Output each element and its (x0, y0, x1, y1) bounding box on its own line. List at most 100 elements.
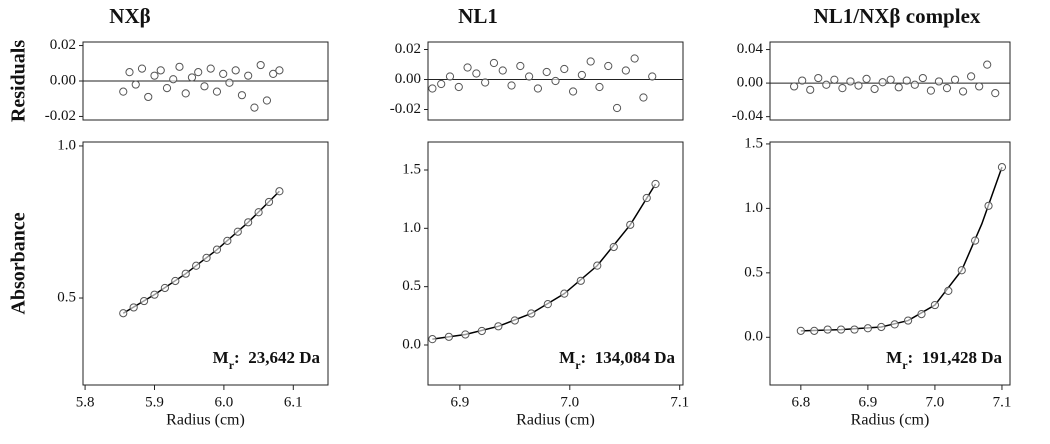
data-point (593, 261, 602, 270)
data-point (444, 332, 453, 341)
mass-symbol: M (559, 348, 575, 367)
data-point (219, 69, 228, 79)
data-point (926, 86, 935, 95)
data-point (814, 73, 823, 83)
data-point (930, 300, 940, 310)
data-point (175, 62, 184, 71)
y-tick-label: 1.0 (402, 220, 421, 236)
y-tick-label: 0.0 (402, 336, 421, 352)
data-point (630, 54, 639, 63)
data-point (137, 64, 147, 73)
data-point (838, 84, 847, 93)
data-point (822, 80, 831, 89)
data-point (171, 276, 180, 286)
data-point (461, 330, 470, 339)
data-point (494, 322, 503, 331)
data-point (626, 220, 635, 229)
data-point (543, 300, 552, 309)
data-point (854, 81, 863, 90)
x-tick-label: 5.8 (76, 394, 95, 410)
y-tick-label: 1.5 (744, 135, 763, 151)
data-point (651, 179, 660, 189)
data-point (642, 193, 651, 203)
plot-frame (427, 141, 684, 386)
data-point (910, 80, 919, 89)
data-point (863, 324, 872, 333)
mass-subscript: r (229, 358, 235, 372)
data-point (823, 325, 832, 334)
data-point (212, 87, 222, 96)
data-point (957, 266, 966, 275)
data-point (507, 81, 516, 90)
data-point (527, 309, 536, 318)
data-point (542, 67, 551, 77)
x-tick-label: 7.1 (670, 394, 689, 410)
data-point (510, 316, 519, 325)
data-point (244, 71, 253, 80)
x-tick-label: 6.9 (451, 394, 470, 410)
data-point (262, 96, 272, 105)
data-point (477, 326, 486, 336)
mass-subscript: r (575, 358, 581, 372)
data-point (454, 82, 463, 92)
data-point (862, 74, 871, 84)
data-point (169, 75, 178, 84)
y-tick-label: 0.5 (744, 264, 763, 280)
data-point (806, 85, 815, 94)
data-point (200, 82, 209, 91)
data-point (181, 269, 190, 278)
data-point (233, 227, 242, 236)
x-tick-label: 6.8 (791, 394, 810, 410)
data-point (967, 72, 976, 81)
panel-title: NL1 (458, 4, 498, 28)
panel-title: NXβ (109, 4, 150, 28)
y-axis-label: Absorbance (8, 212, 30, 314)
data-point (428, 335, 437, 344)
data-point (902, 76, 911, 85)
y-tick-label: 0.00 (395, 71, 421, 87)
data-point (958, 87, 968, 96)
data-point (810, 326, 819, 335)
data-point (231, 66, 240, 75)
data-point (836, 325, 846, 334)
data-point (870, 84, 879, 94)
data-point (918, 73, 927, 83)
y-tick-label: -0.02 (45, 108, 76, 124)
y-tick-label: 0.04 (737, 41, 764, 57)
data-point (144, 92, 153, 102)
panel-title: NL1/NXβ complex (814, 4, 981, 28)
mass-annotation: Mr: 134,084 Da (559, 348, 675, 372)
data-point (202, 253, 211, 262)
data-point (639, 93, 648, 102)
data-point (991, 89, 1000, 98)
data-point (463, 63, 472, 72)
data-point (498, 66, 507, 75)
plot-frame (82, 141, 329, 386)
data-point (445, 72, 455, 81)
fit-line (122, 190, 280, 314)
mass-symbol: M (213, 348, 229, 367)
data-point (648, 72, 657, 81)
data-point (160, 283, 169, 293)
data-point (264, 197, 274, 207)
data-point (917, 309, 926, 319)
data-point (489, 58, 499, 68)
data-point (878, 78, 887, 87)
data-point (481, 78, 490, 87)
data-point (162, 83, 172, 93)
data-point (997, 163, 1007, 172)
data-point (206, 64, 215, 73)
data-point (225, 78, 234, 87)
y-tick-label: -0.04 (732, 108, 764, 124)
y-tick-label: 1.0 (57, 137, 76, 153)
data-point (437, 79, 446, 89)
x-axis-label: Radius (cm) (851, 412, 930, 429)
data-point (250, 103, 259, 112)
y-tick-label: 0.5 (402, 278, 421, 294)
data-point (904, 316, 913, 325)
y-axis-label: Residuals (8, 40, 30, 122)
data-point (472, 69, 481, 78)
data-point (846, 77, 855, 86)
data-point (187, 73, 197, 82)
